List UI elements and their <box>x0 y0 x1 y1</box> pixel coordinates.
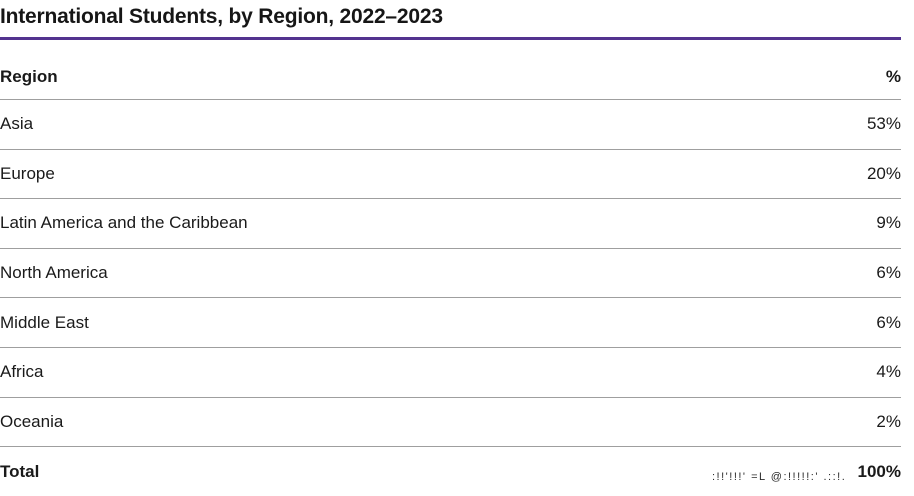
percent-cell: 53% <box>866 114 901 134</box>
table-header-row: Region % <box>0 40 901 100</box>
region-cell: North America <box>0 263 108 283</box>
table-row: Oceania 2% <box>0 398 901 448</box>
table-row: North America 6% <box>0 249 901 299</box>
table-row: Latin America and the Caribbean 9% <box>0 199 901 249</box>
percent-cell: 2% <box>876 411 901 431</box>
region-cell: Asia <box>0 114 34 134</box>
table-row: Europe 20% <box>0 150 901 200</box>
clipped-illegible-text: :!!'!!!' =L @:!!!!!:' .::!. <box>712 471 847 483</box>
region-cell: Middle East <box>0 312 89 332</box>
region-cell: Europe <box>0 163 55 183</box>
percent-cell: 9% <box>876 213 901 233</box>
total-percent-cell: 100% <box>857 461 901 481</box>
percent-cell: 20% <box>866 163 901 183</box>
title-accent-rule <box>0 37 901 40</box>
total-label-cell: Total <box>0 461 40 481</box>
column-header-region: Region <box>0 67 58 86</box>
page-title: International Students, by Region, 2022–… <box>0 5 443 28</box>
table-row: Asia 53% <box>0 100 901 150</box>
percent-cell: 6% <box>876 263 901 283</box>
column-header-percent: % <box>885 67 901 86</box>
table-row: Middle East 6% <box>0 298 901 348</box>
region-cell: Oceania <box>0 411 64 431</box>
table-total-row: Total 100% <box>0 447 901 496</box>
region-cell: Latin America and the Caribbean <box>0 213 248 233</box>
region-cell: Africa <box>0 362 44 382</box>
table-row: Africa 4% <box>0 348 901 398</box>
percent-cell: 4% <box>876 362 901 382</box>
percent-cell: 6% <box>876 312 901 332</box>
